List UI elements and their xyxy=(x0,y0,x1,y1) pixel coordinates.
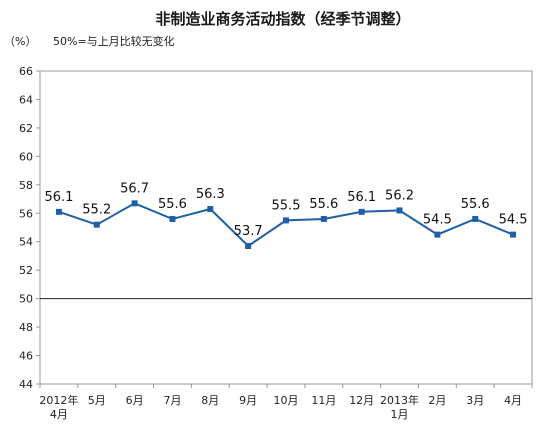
data-label: 55.2 xyxy=(82,203,111,218)
data-label: 56.1 xyxy=(44,190,73,205)
chart-note: 50%=与上月比较无变化 xyxy=(53,34,175,48)
data-label: 55.6 xyxy=(461,197,490,212)
data-point xyxy=(283,217,289,224)
data-label: 55.6 xyxy=(158,197,187,212)
y-tick-label: 46 xyxy=(19,350,33,363)
y-tick-label: 50 xyxy=(19,293,33,306)
x-tick-label: 10月 xyxy=(274,394,299,407)
y-axis-unit: （%） xyxy=(4,35,36,48)
x-tick-label: 4月 xyxy=(50,408,68,421)
chart-title: 非制造业商务活动指数（经季节调整） xyxy=(155,10,410,28)
data-label: 56.2 xyxy=(385,188,414,203)
data-labels: 56.1 55.2 56.7 55.6 56.3 53.7 55.5 55.6 56.1 56.2… xyxy=(44,181,527,239)
data-point xyxy=(207,206,214,213)
y-tick-label: 44 xyxy=(19,378,33,391)
x-tick-label: 11月 xyxy=(311,394,336,407)
data-point xyxy=(320,215,327,222)
x-tick-label: 3月 xyxy=(466,394,484,407)
data-point xyxy=(131,200,138,207)
data-point xyxy=(169,215,176,222)
y-tick-label: 52 xyxy=(19,264,33,277)
x-tick-label: 2012年 xyxy=(39,393,78,407)
x-tick-label: 6月 xyxy=(126,394,144,407)
data-point xyxy=(245,242,252,249)
y-tick-label: 56 xyxy=(19,207,33,220)
plot-area xyxy=(39,70,533,385)
y-tick-label: 58 xyxy=(19,179,33,192)
x-tick-label: 12月 xyxy=(349,394,374,407)
data-point xyxy=(55,208,62,215)
data-point xyxy=(396,207,403,214)
y-axis: 44 46 48 50 52 54 56 58 60 62 64 66 xyxy=(19,65,40,391)
y-tick-label: 62 xyxy=(19,122,33,135)
y-tick-label: 54 xyxy=(19,236,33,249)
y-tick-label: 66 xyxy=(19,65,33,78)
data-label: 56.1 xyxy=(347,190,376,205)
x-tick-label: 5月 xyxy=(88,394,106,407)
x-tick-label: 4月 xyxy=(504,394,522,407)
data-label: 54.5 xyxy=(499,213,528,228)
y-tick-label: 64 xyxy=(19,93,33,106)
x-tick-label: 7月 xyxy=(163,394,181,407)
data-label: 54.5 xyxy=(423,213,452,228)
x-tick-label: 2013年 xyxy=(380,393,419,407)
data-point xyxy=(93,221,100,228)
data-label: 53.7 xyxy=(234,224,263,239)
data-label: 56.7 xyxy=(120,181,149,196)
series-markers xyxy=(55,200,517,249)
data-point xyxy=(472,215,479,222)
data-label: 55.5 xyxy=(272,198,301,213)
data-label: 55.6 xyxy=(309,197,338,212)
x-tick-label: 8月 xyxy=(201,394,219,407)
x-tick-label: 2月 xyxy=(428,394,446,407)
x-tick-label: 9月 xyxy=(239,394,257,407)
x-tick-label: 1月 xyxy=(391,408,409,421)
y-tick-label: 60 xyxy=(19,150,33,163)
data-label: 56.3 xyxy=(196,187,225,202)
data-point xyxy=(358,208,365,215)
y-tick-label: 48 xyxy=(19,321,33,334)
data-point xyxy=(510,231,517,238)
data-point xyxy=(434,231,441,238)
